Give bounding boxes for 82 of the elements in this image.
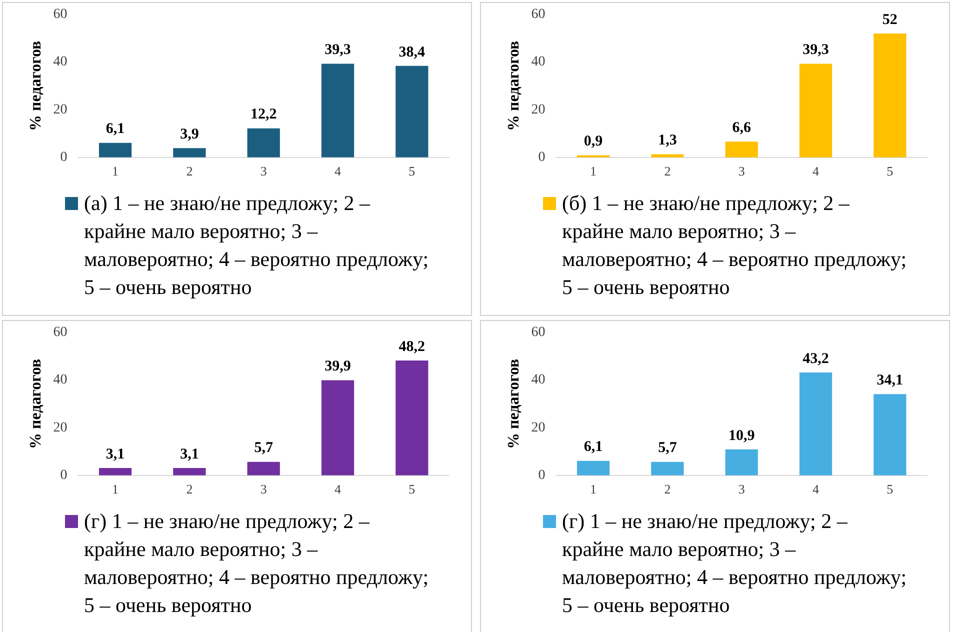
x-tick-label: 5 — [408, 482, 416, 497]
bar — [247, 462, 280, 476]
x-tick-label: 1 — [590, 164, 597, 179]
data-label: 6,6 — [732, 120, 752, 136]
data-label: 1,3 — [658, 132, 677, 149]
bar — [874, 33, 906, 158]
x-tick-label: 3 — [260, 482, 267, 497]
x-tick-label: 2 — [664, 164, 671, 179]
data-label: 6,1 — [584, 439, 603, 456]
y-tick-label: 60 — [53, 325, 68, 340]
y-tick-label: 60 — [531, 7, 546, 22]
bar — [799, 64, 832, 158]
x-tick-label: 4 — [812, 482, 820, 497]
y-tick-label: 40 — [53, 54, 68, 70]
y-tick-label: 20 — [531, 102, 546, 118]
bar — [651, 462, 684, 476]
x-tick-label: 3 — [738, 164, 745, 179]
y-tick-label: 0 — [538, 150, 546, 166]
data-label: 39,3 — [324, 42, 351, 58]
bar — [576, 460, 610, 476]
bar — [725, 142, 758, 158]
data-label: 6,1 — [106, 121, 125, 138]
data-label: 0,9 — [584, 134, 603, 150]
y-tick-label: 0 — [60, 150, 68, 166]
y-axis-title: % педагогов — [506, 358, 523, 449]
x-tick-label: 2 — [186, 482, 193, 497]
y-axis-title: % педагогов — [28, 40, 45, 131]
data-label: 10,9 — [728, 428, 755, 444]
data-label: 3,1 — [106, 446, 125, 462]
data-label: 39,3 — [802, 42, 829, 58]
data-label: 43,2 — [802, 350, 829, 367]
y-tick-label: 0 — [538, 468, 546, 484]
data-label: 34,1 — [876, 372, 904, 389]
x-tick-label: 5 — [408, 164, 416, 179]
bar — [98, 468, 132, 476]
x-tick-label: 2 — [186, 164, 193, 179]
data-label: 38,4 — [398, 44, 426, 60]
bar — [396, 66, 428, 158]
x-tick-label: 1 — [590, 482, 597, 497]
data-label: 5,7 — [658, 440, 678, 456]
y-axis-title: % педагогов — [506, 40, 523, 131]
y-tick-label: 40 — [531, 372, 546, 388]
x-tick-label: 1 — [112, 482, 119, 497]
x-tick-label: 4 — [334, 482, 342, 497]
x-tick-label: 4 — [334, 164, 342, 179]
x-tick-label: 5 — [886, 482, 894, 497]
legend-label: (г) 1 – не знаю/не предложу; 2 – крайне мало вероятно; 3 – маловероятно; 4 – вероятно предложу; 5 – очень вероятно — [562, 508, 908, 619]
bar — [321, 380, 354, 476]
data-label: 48,2 — [398, 338, 426, 355]
data-label: 3,1 — [180, 446, 199, 462]
x-tick-label: 3 — [738, 482, 745, 497]
legend-label: (б) 1 – не знаю/не предложу; 2 – крайне мало вероятно; 3 – маловероятно; 4 – вероятно предложу; 5 – очень вероятно — [562, 190, 908, 301]
y-axis-title: % педагогов — [28, 358, 45, 449]
bar — [874, 394, 906, 476]
x-tick-label: 4 — [812, 164, 820, 179]
bar — [173, 468, 206, 476]
bar — [321, 64, 354, 158]
data-label: 12,2 — [250, 106, 277, 123]
legend-label: (г) 1 – не знаю/не предложу; 2 – крайне мало вероятно; 3 – маловероятно; 4 – вероятно предложу; 5 – очень вероятно — [84, 508, 430, 619]
data-label: 3,9 — [180, 126, 199, 142]
y-tick-label: 20 — [53, 420, 68, 436]
x-tick-label: 5 — [886, 164, 894, 179]
bar — [396, 360, 428, 476]
x-tick-label: 2 — [664, 482, 671, 497]
bar — [799, 372, 832, 476]
bar — [247, 128, 280, 158]
y-tick-label: 20 — [531, 420, 546, 436]
legend-label: (а) 1 – не знаю/не предложу; 2 – крайне мало вероятно; 3 – маловероятно; 4 – вероятно предложу; 5 – очень вероятно — [84, 190, 430, 301]
bar — [725, 449, 758, 476]
data-label: 5,7 — [254, 440, 274, 456]
x-tick-label: 3 — [260, 164, 267, 179]
y-tick-label: 20 — [53, 102, 68, 118]
bar — [173, 148, 206, 158]
y-tick-label: 40 — [531, 54, 546, 70]
y-tick-label: 60 — [531, 325, 546, 340]
y-tick-label: 40 — [53, 372, 68, 388]
y-tick-label: 0 — [60, 468, 68, 484]
data-label: 52 — [882, 12, 898, 28]
y-tick-label: 60 — [53, 7, 68, 22]
x-tick-label: 1 — [112, 164, 119, 179]
bar — [98, 142, 132, 158]
data-label: 39,9 — [324, 358, 351, 375]
